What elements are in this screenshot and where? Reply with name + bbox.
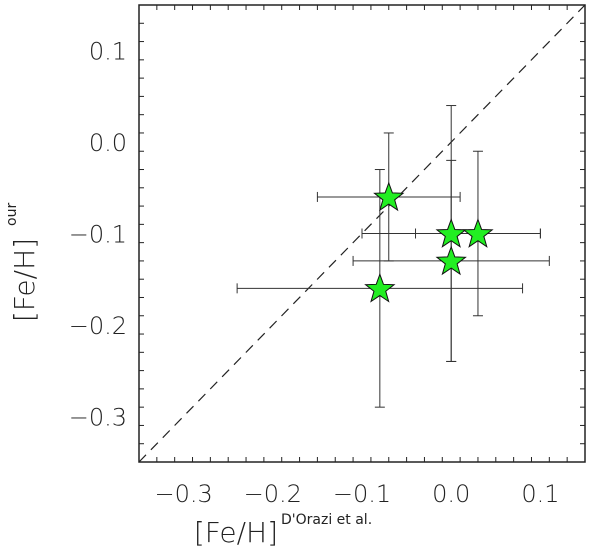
- data-point-star: [364, 272, 396, 303]
- identity-line: [138, 4, 586, 463]
- plot-frame: [138, 4, 586, 463]
- y-tick-label: −0.3: [69, 403, 127, 431]
- y-tick-label: 0.1: [89, 38, 127, 66]
- x-axis-title: [Fe/H]: [194, 516, 278, 549]
- data-point-star: [373, 181, 405, 212]
- marker-layer: [364, 181, 494, 303]
- y-tick-label: 0.0: [89, 129, 127, 157]
- x-tick-label: −0.2: [244, 480, 302, 508]
- data-point-star: [435, 218, 467, 248]
- reference-line-layer: [138, 4, 586, 463]
- errorbar-layer: [236, 105, 550, 408]
- y-axis-title: [Fe/H]: [8, 238, 41, 322]
- data-point-star: [435, 245, 467, 276]
- x-tick-label: −0.1: [333, 480, 391, 508]
- x-tick-label: 0.0: [432, 480, 470, 508]
- x-tick-label: 0.1: [521, 480, 559, 508]
- y-axis-title-superscript: our: [4, 203, 20, 226]
- y-tick-label: −0.1: [69, 221, 127, 249]
- data-point-star: [462, 218, 494, 248]
- x-tick-label: −0.3: [154, 480, 212, 508]
- tick-labels-layer: −0.3 −0.2 −0.1 0.0 0.1 −0.3 −0.2 −0.1 0.0 0.1: [69, 38, 560, 508]
- y-tick-label: −0.2: [69, 312, 127, 340]
- x-axis-title-superscript: D'Orazi et al.: [281, 512, 372, 528]
